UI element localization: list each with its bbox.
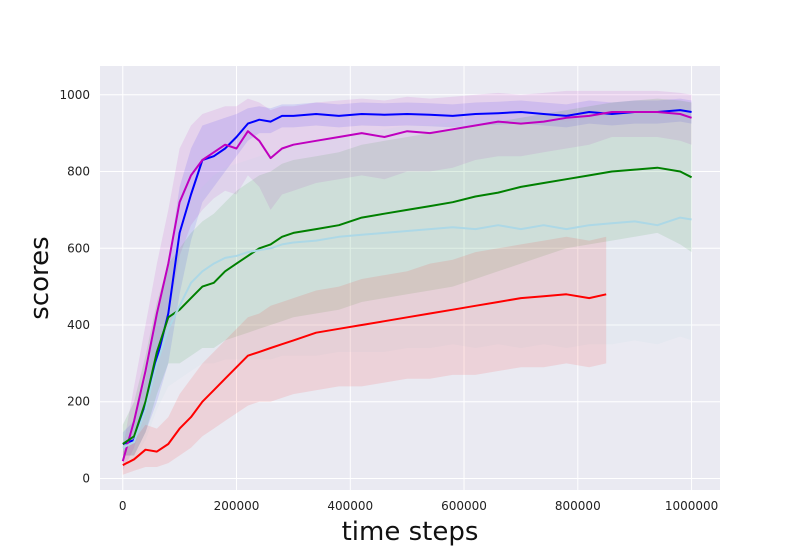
series-band-4 [122,236,607,475]
y-tick-label-1: 200 [67,395,90,409]
series-band-1 [122,90,692,471]
y-tick-label-0: 0 [82,471,90,485]
x-tick-label-0: 0 [119,499,127,513]
series-band-2 [122,98,692,456]
y-tick-label-5: 1000 [59,88,90,102]
y-tick-label-3: 600 [67,241,90,255]
x-tick-label-3: 600000 [441,499,487,513]
x-axis-title: time steps [342,517,479,547]
x-tick-label-5: 1000000 [665,499,718,513]
y-axis-title: scores [25,236,55,319]
x-tick-label-4: 800000 [555,499,601,513]
series-lines [121,109,693,466]
y-tick-labels: 0 200 400 600 800 1000 [59,88,90,486]
y-tick-label-2: 400 [67,318,90,332]
confidence-bands [122,90,692,475]
series-line-0 [122,109,692,445]
plot-background [100,66,720,490]
x-tick-labels: 0 200000 400000 600000 800000 1000000 [119,499,718,513]
series-line-2 [122,166,693,445]
x-tick-label-2: 400000 [327,499,373,513]
y-tick-label-4: 800 [67,165,90,179]
series-line-4 [122,293,607,466]
series-line-1 [121,111,692,462]
series-line-3 [122,216,692,449]
series-band-3 [122,106,692,460]
x-tick-label-1: 200000 [214,499,260,513]
